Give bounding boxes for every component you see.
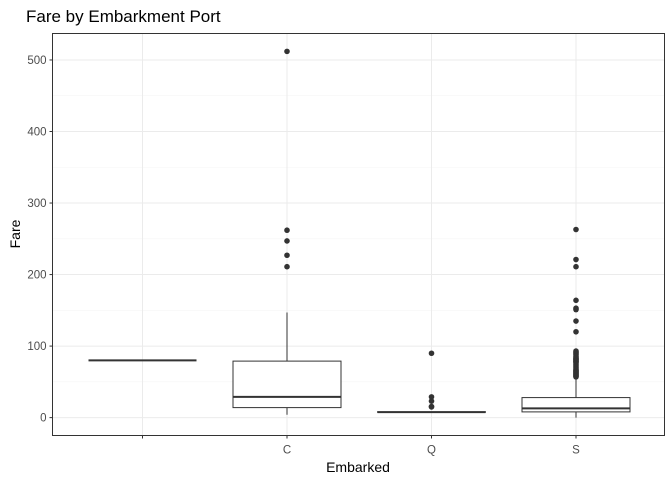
outlier-point xyxy=(573,297,579,304)
outlier-point xyxy=(573,305,579,311)
outlier-point xyxy=(428,350,435,357)
outlier-point xyxy=(428,403,435,410)
chart-title: Fare by Embarkment Port xyxy=(26,7,221,26)
x-tick-label: C xyxy=(283,445,291,457)
outlier-point xyxy=(284,252,290,259)
outlier-point xyxy=(573,263,579,270)
outlier-point xyxy=(573,226,579,233)
box-C xyxy=(232,48,342,415)
outlier-point xyxy=(428,398,435,404)
y-tick-label: 300 xyxy=(27,198,46,210)
boxes-layer xyxy=(88,48,631,418)
y-tick-label: 500 xyxy=(27,55,46,67)
panel-border xyxy=(52,33,665,436)
y-tick-label: 0 xyxy=(40,413,46,425)
y-axis-title: Fare xyxy=(7,219,23,248)
outlier-point xyxy=(284,48,290,55)
outlier-point xyxy=(573,328,579,335)
y-tick-label: 400 xyxy=(27,126,46,138)
y-tick-label: 100 xyxy=(27,341,46,353)
outlier-point xyxy=(284,227,290,234)
x-tick-label: Q xyxy=(427,445,436,457)
outlier-point xyxy=(284,238,290,244)
y-tick-label: 200 xyxy=(27,270,46,282)
x-tick-label: S xyxy=(572,445,580,457)
outlier-point xyxy=(284,263,290,270)
outlier-point xyxy=(428,394,435,400)
outlier-point xyxy=(573,318,579,324)
outlier-point xyxy=(573,348,579,354)
box-iqr xyxy=(232,360,342,409)
x-axis-title: Embarked xyxy=(326,459,390,475)
box-S xyxy=(521,226,631,418)
grid-lines xyxy=(52,33,665,436)
box-Q xyxy=(377,350,486,414)
outlier-point xyxy=(573,256,579,263)
box-iqr xyxy=(521,397,631,413)
y-axis: 0 100 200 300 400 500 xyxy=(27,55,53,425)
